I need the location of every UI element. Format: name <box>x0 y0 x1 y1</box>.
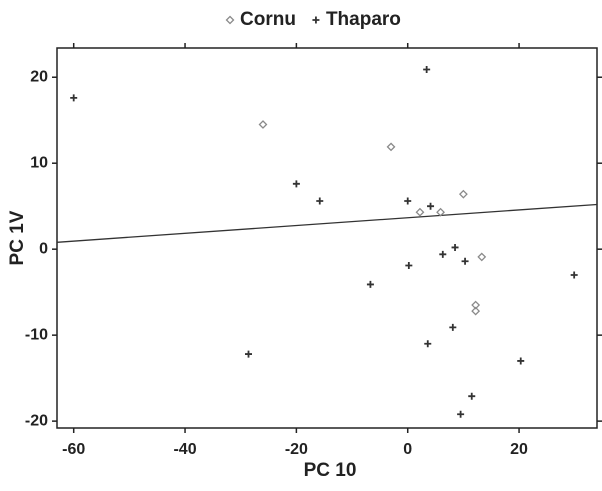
point <box>292 180 300 188</box>
x-axis-label: PC 10 <box>304 460 357 481</box>
plot-frame <box>56 47 598 429</box>
y-axis-label: PC 1V <box>7 210 28 265</box>
point <box>468 392 476 400</box>
point <box>405 262 413 270</box>
x-tick-label: 0 <box>403 441 412 458</box>
point <box>404 197 412 205</box>
point <box>424 340 432 348</box>
point <box>570 271 578 279</box>
x-tick-label: -40 <box>173 441 196 458</box>
point <box>366 280 374 288</box>
point <box>386 142 396 152</box>
x-tick-label: -60 <box>62 441 85 458</box>
point <box>471 300 481 310</box>
point <box>415 207 425 217</box>
point <box>436 207 445 217</box>
y-tick-label: -20 <box>25 412 48 429</box>
point <box>70 94 78 102</box>
point <box>471 306 481 316</box>
point <box>477 252 487 262</box>
y-tick-label: 20 <box>30 68 48 85</box>
point <box>423 65 431 73</box>
legend-label: Cornu <box>240 9 296 30</box>
point <box>427 202 435 210</box>
point <box>458 189 468 199</box>
point <box>457 410 465 418</box>
point <box>449 323 457 331</box>
point <box>245 350 253 358</box>
legend-marker <box>225 15 235 25</box>
x-tick-label: -20 <box>285 441 308 458</box>
point <box>451 243 459 251</box>
point <box>517 357 525 365</box>
point <box>258 120 268 129</box>
y-tick-label: 0 <box>39 240 48 257</box>
legend-label: Thaparo <box>326 9 401 30</box>
point <box>316 197 324 205</box>
point <box>439 250 447 258</box>
y-tick-label: 10 <box>30 154 48 171</box>
fit-line <box>56 203 598 243</box>
y-tick-label: -10 <box>25 326 48 343</box>
x-tick-label: 20 <box>510 441 528 458</box>
legend-marker <box>312 16 320 24</box>
point <box>461 257 469 265</box>
